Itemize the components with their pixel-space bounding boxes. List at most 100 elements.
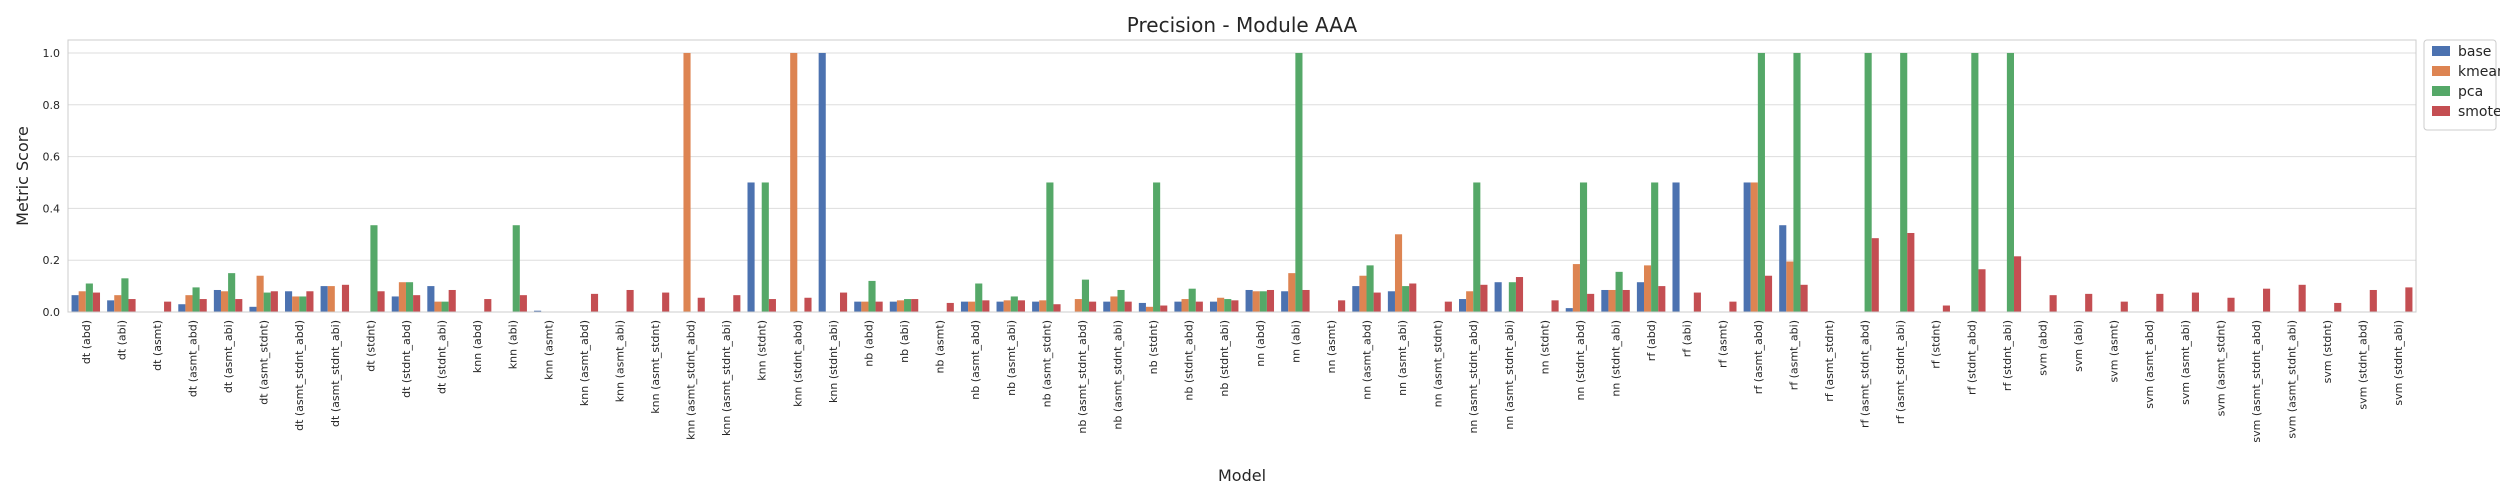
bar-smote xyxy=(270,291,278,312)
bar-smote xyxy=(2085,293,2093,312)
bar-smote xyxy=(2227,297,2235,312)
bar-pca xyxy=(1793,52,1801,312)
x-tick-label: svm (asmt) xyxy=(2108,320,2121,383)
bar-kmeans xyxy=(861,301,869,312)
bar-kmeans xyxy=(292,296,300,312)
bar-smote xyxy=(1658,286,1666,312)
x-tick-labels: dt (abd) dt (abi) dt (asmt) dt (asmt_abd) dt… xyxy=(80,320,2405,443)
x-tick-label: rf (abi) xyxy=(1681,320,1694,357)
bar-smote xyxy=(413,295,421,312)
bar-smote xyxy=(1907,232,1915,312)
bar-smote xyxy=(2156,293,2164,312)
bar-pca xyxy=(1117,289,1125,312)
bar-smote xyxy=(2120,301,2128,312)
y-tick-label: 1.0 xyxy=(43,47,61,60)
x-tick-label: dt (stdnt_abi) xyxy=(436,320,449,394)
bar-kmeans xyxy=(398,282,406,312)
bar-smote xyxy=(1302,289,1310,312)
bar-smote xyxy=(1480,284,1488,312)
bar-smote xyxy=(1053,304,1061,312)
x-tick-label: nn (asmt_stdnt_abd) xyxy=(1467,320,1480,434)
bar-kmeans xyxy=(114,295,122,312)
bar-base xyxy=(71,295,79,312)
x-tick-label: dt (asmt_abd) xyxy=(187,320,200,397)
bar-pca xyxy=(1081,279,1090,312)
bar-base xyxy=(107,300,115,312)
bar-base xyxy=(1138,302,1146,312)
bar-pca xyxy=(192,287,200,312)
bar-smote xyxy=(839,292,848,312)
legend-swatch-smote xyxy=(2432,106,2450,116)
y-tick-labels: 0.0 0.2 0.4 0.6 0.8 1.0 xyxy=(43,47,61,319)
bar-kmeans xyxy=(1145,306,1154,312)
x-tick-label: svm (abd) xyxy=(2036,320,2049,376)
bar-pca xyxy=(1402,286,1410,312)
bar-kmeans xyxy=(1572,264,1580,312)
bar-smote xyxy=(2263,288,2271,312)
x-tick-label: dt (abd) xyxy=(80,320,93,364)
bar-kmeans xyxy=(790,52,798,312)
x-tick-label: nb (asmt_abd) xyxy=(969,320,982,400)
x-tick-label: svm (stdnt) xyxy=(2321,320,2334,383)
bar-pca xyxy=(1046,182,1054,312)
bar-base xyxy=(320,286,328,312)
bar-pca xyxy=(1259,291,1267,312)
bar-smote xyxy=(1587,293,1595,312)
x-tick-label: dt (asmt_stdnt_abd) xyxy=(293,320,306,431)
x-tick-label: nb (asmt) xyxy=(934,320,947,374)
bar-smote xyxy=(2191,292,2199,312)
bar-pca xyxy=(1900,52,1908,312)
bar-pca xyxy=(1366,265,1374,312)
legend-swatch-pca xyxy=(2432,86,2450,96)
bar-smote xyxy=(519,295,527,312)
bar-pca xyxy=(1010,296,1018,312)
x-tick-label: dt (asmt) xyxy=(151,320,164,371)
x-tick-label: svm (stdnt_abd) xyxy=(2357,320,2370,410)
bar-base xyxy=(1494,282,1502,312)
bar-pca xyxy=(85,283,93,312)
bar-smote xyxy=(1551,300,1559,312)
bar-smote xyxy=(306,291,314,312)
bar-base xyxy=(960,301,969,312)
bar-base xyxy=(747,182,755,312)
bar-smote xyxy=(2013,256,2022,312)
bar-smote xyxy=(1729,301,1737,312)
bar-smote xyxy=(1338,300,1346,312)
bar-pca xyxy=(1295,52,1303,312)
bar-smote xyxy=(2298,284,2306,312)
bar-smote xyxy=(1409,283,1417,312)
bar-smote xyxy=(1800,284,1808,312)
x-tick-label: nn (asmt_abd) xyxy=(1361,320,1374,400)
x-tick-label: nn (stdnt_abd) xyxy=(1574,320,1587,401)
bar-base xyxy=(996,301,1004,312)
bar-smote xyxy=(2369,289,2377,312)
x-axis-label: Model xyxy=(1218,466,1266,485)
x-tick-label: rf (abd) xyxy=(1645,320,1658,361)
bar-pca xyxy=(441,301,449,312)
bar-kmeans xyxy=(78,291,86,312)
bar-kmeans xyxy=(1750,182,1758,312)
legend: base kmeans pca smote xyxy=(2423,39,2500,131)
x-tick-label: rf (stdnt_abi) xyxy=(2001,320,2014,391)
bar-kmeans xyxy=(1003,300,1011,312)
x-tick-label: svm (asmt_stdnt) xyxy=(2214,320,2227,416)
bar-smote xyxy=(199,299,207,312)
x-tick-label: nb (stdnt_abd) xyxy=(1183,320,1196,401)
legend-swatch-kmeans xyxy=(2432,66,2450,76)
bar-smote xyxy=(128,299,136,312)
bar-smote xyxy=(377,291,385,312)
bar-smote xyxy=(1978,269,1986,312)
bar-base xyxy=(1103,301,1111,312)
bar-base xyxy=(1743,182,1751,312)
bar-smote xyxy=(1693,292,1701,312)
bar-smote xyxy=(1195,301,1203,312)
x-tick-label: dt (stdnt) xyxy=(364,320,377,372)
bar-kmeans xyxy=(1644,265,1652,312)
x-tick-label: svm (asmt_stdnt_abi) xyxy=(2285,320,2298,439)
x-tick-label: rf (stdnt) xyxy=(1930,320,1943,369)
bar-pca xyxy=(1153,182,1161,312)
x-tick-label: nb (asmt_stdnt_abd) xyxy=(1076,320,1089,434)
bar-smote xyxy=(1231,300,1239,312)
x-tick-label: svm (asmt_abd) xyxy=(2143,320,2156,409)
bar-smote xyxy=(235,299,243,312)
